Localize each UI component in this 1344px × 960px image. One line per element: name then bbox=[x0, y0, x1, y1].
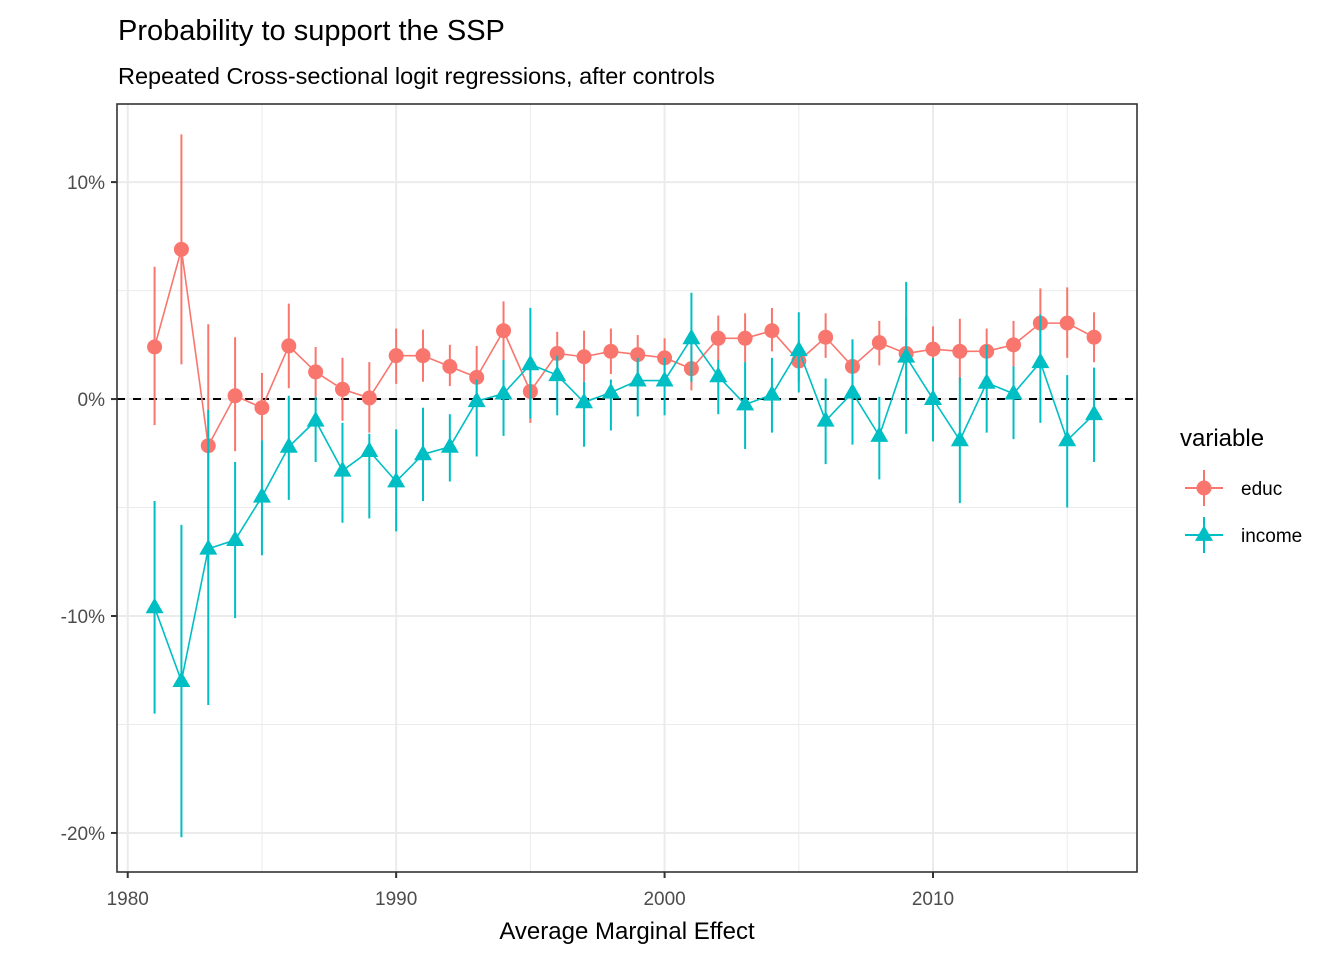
point-educ bbox=[871, 335, 887, 351]
x-tick-label: 2010 bbox=[912, 889, 954, 910]
point-income bbox=[601, 382, 620, 399]
point-educ bbox=[308, 364, 324, 380]
point-income bbox=[387, 471, 406, 488]
point-income bbox=[521, 354, 540, 371]
point-income bbox=[548, 365, 567, 382]
point-educ bbox=[415, 348, 431, 364]
point-educ bbox=[442, 359, 458, 375]
legend-label: income bbox=[1241, 526, 1302, 547]
point-income bbox=[682, 328, 701, 345]
point-income bbox=[1058, 430, 1077, 447]
legend-title: variable bbox=[1180, 425, 1264, 452]
point-educ bbox=[147, 339, 163, 355]
x-axis: 1980 1990 2000 2010 bbox=[107, 872, 954, 910]
point-income bbox=[1085, 404, 1104, 421]
plot-panel bbox=[117, 104, 1137, 872]
legend-key-triangle-icon bbox=[1195, 525, 1213, 541]
point-educ bbox=[496, 323, 512, 339]
point-educ bbox=[576, 349, 592, 365]
y-tick-label: -10% bbox=[61, 607, 105, 628]
point-income bbox=[897, 347, 916, 363]
legend-key-circle-icon bbox=[1196, 480, 1212, 496]
plot-background bbox=[117, 104, 1137, 872]
point-income bbox=[494, 383, 513, 400]
chart-title: Probability to support the SSP bbox=[118, 15, 505, 47]
point-educ bbox=[254, 400, 270, 416]
point-income bbox=[575, 392, 594, 409]
x-tick-label: 1980 bbox=[107, 889, 149, 910]
point-educ bbox=[764, 323, 780, 339]
point-income bbox=[870, 426, 889, 442]
point-income bbox=[709, 366, 728, 383]
legend-item-educ: educ bbox=[1185, 470, 1282, 506]
point-income bbox=[736, 394, 755, 411]
point-income bbox=[977, 373, 996, 389]
point-income bbox=[279, 437, 298, 453]
y-tick-label: 10% bbox=[67, 173, 105, 194]
point-educ bbox=[603, 343, 619, 359]
point-income bbox=[306, 411, 325, 427]
point-educ bbox=[469, 369, 485, 385]
point-income bbox=[145, 597, 164, 614]
grid-minor bbox=[117, 104, 1137, 872]
legend: variable educ income bbox=[1180, 425, 1302, 553]
point-income bbox=[252, 487, 271, 503]
point-educ bbox=[1059, 315, 1075, 331]
point-income bbox=[172, 671, 191, 688]
point-income bbox=[1004, 383, 1023, 400]
point-income bbox=[843, 382, 862, 399]
panel-border bbox=[116, 103, 1138, 873]
point-educ bbox=[173, 241, 189, 257]
point-educ bbox=[1086, 329, 1102, 345]
point-educ bbox=[281, 338, 297, 354]
point-income bbox=[467, 391, 486, 408]
y-tick-label: -20% bbox=[61, 824, 105, 845]
point-educ bbox=[952, 343, 968, 359]
series-layer bbox=[145, 134, 1104, 838]
point-income bbox=[360, 441, 379, 458]
point-income bbox=[440, 437, 459, 453]
point-educ bbox=[818, 329, 834, 345]
point-educ bbox=[388, 348, 404, 364]
point-income bbox=[816, 411, 835, 427]
x-tick-label: 1990 bbox=[375, 889, 417, 910]
point-educ bbox=[549, 345, 565, 361]
point-income bbox=[789, 340, 808, 357]
x-tick-label: 2000 bbox=[643, 889, 685, 910]
point-educ bbox=[925, 341, 941, 357]
point-educ bbox=[1006, 337, 1022, 353]
series-income bbox=[145, 281, 1104, 838]
y-tick-label: 0% bbox=[78, 390, 106, 411]
point-income bbox=[924, 389, 942, 405]
point-income bbox=[628, 370, 647, 387]
point-educ bbox=[361, 390, 377, 406]
point-income bbox=[226, 530, 245, 546]
point-income bbox=[333, 460, 352, 477]
point-educ bbox=[227, 388, 243, 404]
chart-subtitle: Repeated Cross-sectional logit regressio… bbox=[118, 63, 715, 89]
point-educ bbox=[737, 330, 753, 346]
y-axis: -20% -10% 0% 10% bbox=[61, 173, 117, 845]
point-income bbox=[655, 370, 674, 387]
point-income bbox=[1031, 352, 1050, 369]
point-income bbox=[414, 444, 432, 461]
point-educ bbox=[334, 381, 350, 397]
x-axis-title: Average Marginal Effect bbox=[499, 918, 755, 945]
point-income bbox=[762, 385, 781, 401]
point-educ bbox=[630, 347, 646, 363]
point-income bbox=[199, 539, 218, 555]
legend-label: educ bbox=[1241, 479, 1282, 500]
point-income bbox=[950, 430, 969, 447]
point-educ bbox=[710, 330, 726, 346]
legend-item-income: income bbox=[1185, 517, 1302, 553]
